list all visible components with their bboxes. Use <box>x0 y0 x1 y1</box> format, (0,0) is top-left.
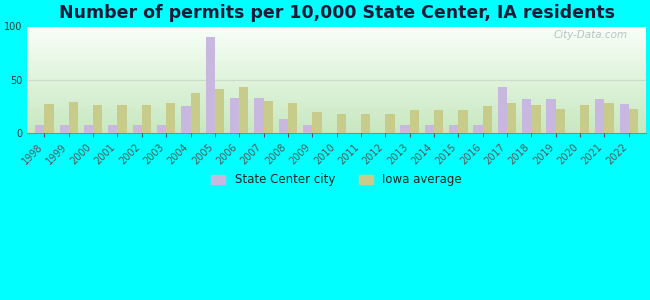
Bar <box>580 105 590 133</box>
Bar <box>410 110 419 133</box>
Title: Number of permits per 10,000 State Center, IA residents: Number of permits per 10,000 State Cente… <box>58 4 615 22</box>
Bar <box>230 98 239 133</box>
Bar <box>215 89 224 133</box>
Bar <box>522 99 532 133</box>
Bar <box>181 106 190 133</box>
Bar <box>109 124 118 133</box>
Bar <box>157 124 166 133</box>
Bar <box>133 124 142 133</box>
Bar <box>35 124 44 133</box>
Bar <box>84 124 93 133</box>
Bar <box>400 124 410 133</box>
Text: City-Data.com: City-Data.com <box>553 30 627 40</box>
Bar <box>69 102 78 133</box>
Bar <box>142 105 151 133</box>
Bar <box>303 124 312 133</box>
Bar <box>60 124 69 133</box>
Bar <box>449 124 458 133</box>
Bar <box>532 105 541 133</box>
Bar <box>483 106 492 133</box>
Bar <box>312 112 322 133</box>
Bar <box>264 101 273 133</box>
Bar <box>458 110 467 133</box>
Legend: State Center city, Iowa average: State Center city, Iowa average <box>207 169 467 191</box>
Bar <box>424 124 434 133</box>
Bar <box>434 110 443 133</box>
Bar <box>498 87 507 133</box>
Bar <box>361 114 370 133</box>
Bar <box>604 103 614 133</box>
Bar <box>473 124 483 133</box>
Bar <box>556 109 565 133</box>
Bar <box>629 109 638 133</box>
Bar <box>385 114 395 133</box>
Bar <box>547 99 556 133</box>
Bar <box>619 104 629 133</box>
Bar <box>507 103 516 133</box>
Bar <box>166 103 176 133</box>
Bar <box>239 87 248 133</box>
Bar <box>205 37 215 133</box>
Bar <box>279 119 288 133</box>
Bar <box>288 103 297 133</box>
Bar <box>93 105 103 133</box>
Bar <box>254 98 264 133</box>
Bar <box>595 99 604 133</box>
Bar <box>118 105 127 133</box>
Bar <box>337 114 346 133</box>
Bar <box>190 93 200 133</box>
Bar <box>44 104 54 133</box>
